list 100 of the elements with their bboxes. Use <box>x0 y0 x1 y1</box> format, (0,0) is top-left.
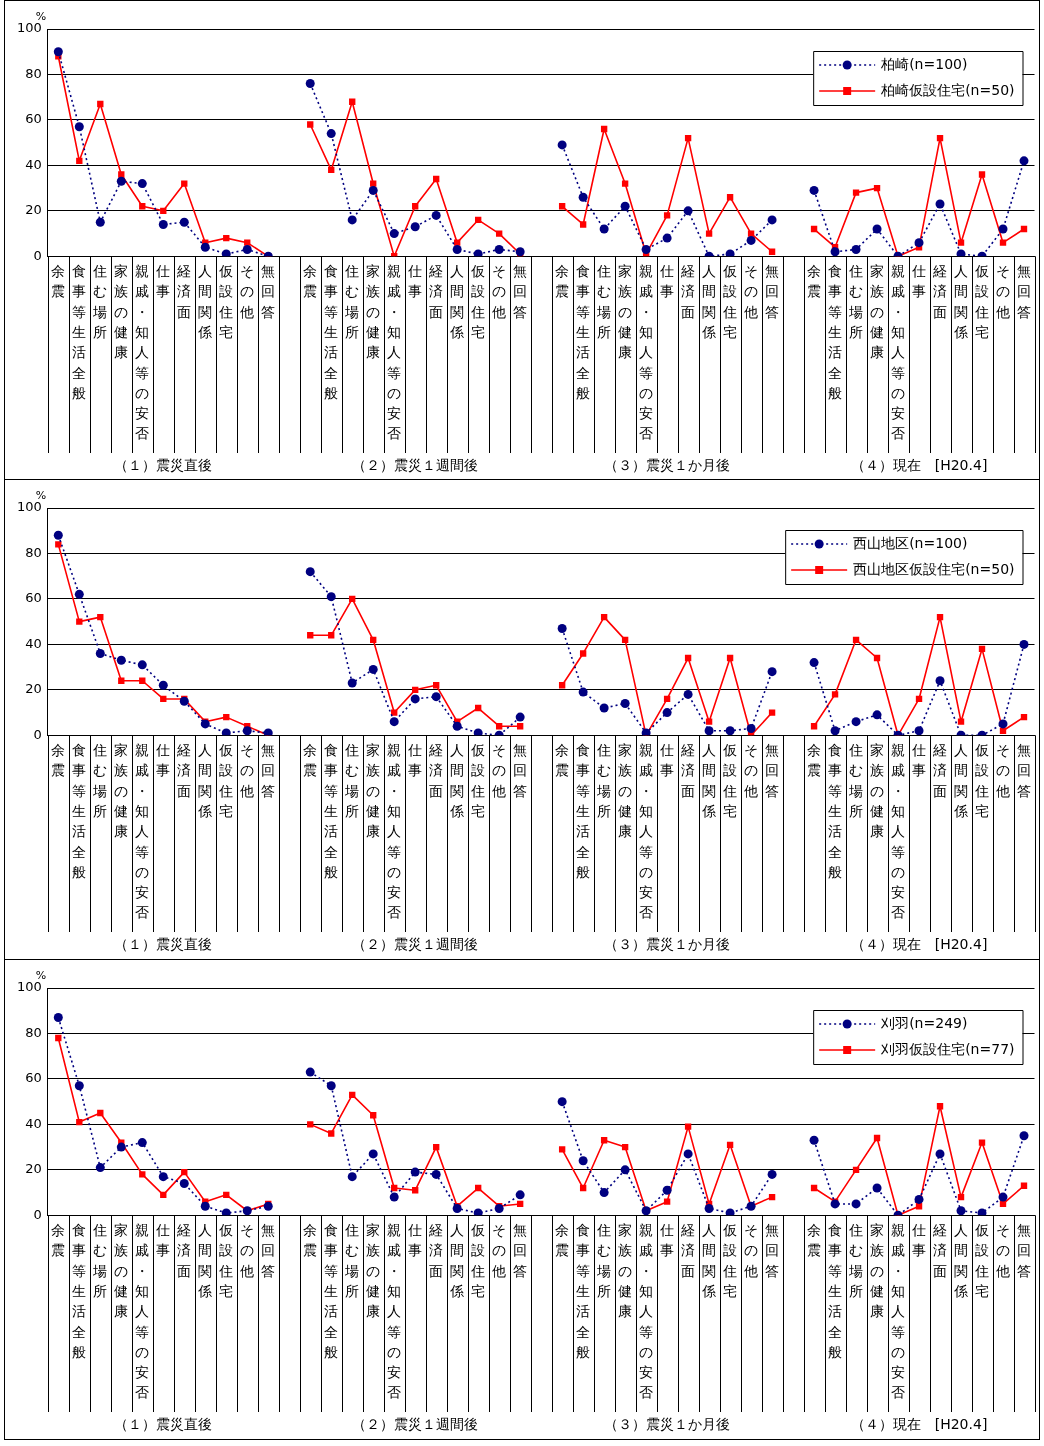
category-label: 親戚・知人等の安否 <box>639 263 654 442</box>
x-tick-label: 無回答 <box>513 742 528 799</box>
x-tick-label: 住む場所 <box>344 1222 360 1299</box>
x-tick-label: 無回答 <box>513 263 528 320</box>
x-tick-label: 人間関係 <box>701 263 717 340</box>
x-tick-label: 食事等生活全般 <box>72 1222 87 1360</box>
x-tick-label: 余震 <box>303 1222 318 1259</box>
category-label: 親戚・知人等の安否 <box>891 263 906 442</box>
x-tick-label: 仮設住宅 <box>218 263 234 340</box>
y-tick-label: 0 <box>33 247 42 263</box>
x-tick-label: 無回答 <box>765 263 780 320</box>
x-tick-label: 仕事 <box>155 742 171 779</box>
y-tick-label: 100 <box>16 20 42 36</box>
x-tick-label: 家族の健康 <box>366 263 381 361</box>
y-tick-label: 60 <box>25 1070 42 1086</box>
text: （１）震災直後 <box>114 935 213 952</box>
category-label: 親戚・知人等の安否 <box>639 1222 654 1401</box>
x-tick-label: 仮設住宅 <box>470 263 486 340</box>
x-tick-label: 余震 <box>555 263 570 300</box>
x-tick-label: 住む場所 <box>848 1222 864 1299</box>
x-tick-label: 無回答 <box>765 742 780 799</box>
x-tick-label: 食事等生活全般 <box>828 1222 843 1360</box>
x-tick-label: 食事等生活全般 <box>324 263 339 401</box>
text: （１）震災直後 <box>114 1415 213 1432</box>
x-tick-label: 経済面 <box>176 263 192 320</box>
x-tick-label: 経済面 <box>932 742 948 799</box>
x-tick-label: 人間関係 <box>197 1222 213 1299</box>
x-tick-label: 食事等生活全般 <box>576 263 591 401</box>
x-tick-label: 食事等生活全般 <box>576 742 591 880</box>
category-label: 親戚・知人等の安否 <box>135 742 150 921</box>
x-tick-label: 人間関係 <box>449 742 465 819</box>
x-tick-label: 食事等生活全般 <box>72 263 87 401</box>
x-tick-label: 仕事 <box>911 263 927 300</box>
text: （４）現在 [H20.4] <box>850 935 988 952</box>
x-tick-label: 家族の健康 <box>870 263 885 361</box>
x-tick-label: その他 <box>240 263 255 320</box>
x-tick-label: 仕事 <box>659 263 675 300</box>
x-tick-label: 住む場所 <box>92 263 108 340</box>
x-tick-label: 住む場所 <box>344 263 360 340</box>
x-tick-label: 家族の健康 <box>366 1222 381 1320</box>
x-tick-label: 経済面 <box>932 263 948 320</box>
y-tick-label: 0 <box>33 1206 42 1222</box>
x-tick-label: 人間関係 <box>197 742 213 819</box>
y-tick-label: 80 <box>25 544 42 560</box>
legend-label: 柏崎仮設住宅(n=50) <box>880 81 1015 98</box>
x-tick-label: 人間関係 <box>953 263 969 340</box>
category-label: 親戚・知人等の安否 <box>387 742 402 921</box>
x-tick-label: 人間関係 <box>449 1222 465 1299</box>
x-tick-label: 食事等生活全般 <box>72 742 87 880</box>
x-tick-label: 家族の健康 <box>366 742 381 840</box>
x-tick-label: 住む場所 <box>848 742 864 819</box>
x-tick-label: 無回答 <box>261 1222 276 1279</box>
x-tick-label: 無回答 <box>1017 263 1031 320</box>
legend-label: 刈羽仮設住宅(n=77) <box>880 1040 1015 1057</box>
x-tick-label: 家族の健康 <box>618 1222 633 1320</box>
x-tick-label: 仕事 <box>659 1222 675 1259</box>
x-tick-label: その他 <box>492 1222 507 1279</box>
y-axis-title: % <box>35 488 47 502</box>
y-tick-label: 40 <box>25 1115 42 1131</box>
x-tick-label: 経済面 <box>176 742 192 799</box>
x-tick-label: 余震 <box>555 1222 570 1259</box>
y-tick-label: 40 <box>25 635 42 651</box>
x-tick-label: 仮設住宅 <box>722 742 738 819</box>
x-tick-label: 住む場所 <box>92 742 108 819</box>
y-axis-title: % <box>35 968 47 982</box>
x-tick-label: 余震 <box>555 742 570 779</box>
x-tick-label: 仕事 <box>407 742 423 779</box>
x-tick-label: 人間関係 <box>953 742 969 819</box>
x-tick-label: 仮設住宅 <box>470 1222 486 1299</box>
text: （２）震災１週間後 <box>352 456 479 473</box>
x-tick-label: 家族の健康 <box>114 263 129 361</box>
x-tick-label: 経済面 <box>176 1222 192 1279</box>
category-label: 親戚・知人等の安否 <box>135 263 150 442</box>
x-tick-label: その他 <box>996 742 1011 799</box>
y-tick-label: 20 <box>25 1161 42 1177</box>
x-tick-label: 家族の健康 <box>618 742 633 840</box>
x-tick-label: その他 <box>240 742 255 799</box>
x-tick-label: 家族の健康 <box>870 742 885 840</box>
legend-label: 刈羽(n=249) <box>880 1014 968 1031</box>
x-tick-label: その他 <box>240 1222 255 1279</box>
x-tick-label: その他 <box>492 742 507 799</box>
y-tick-label: 100 <box>16 979 42 995</box>
x-tick-label: 仕事 <box>659 742 675 779</box>
category-label: 親戚・知人等の安否 <box>891 1222 906 1401</box>
text: （４）現在 [H20.4] <box>850 456 988 473</box>
y-tick-label: 80 <box>25 65 42 81</box>
x-tick-label: 無回答 <box>261 263 276 320</box>
x-tick-label: 経済面 <box>680 263 696 320</box>
x-tick-label: 経済面 <box>680 1222 696 1279</box>
x-tick-label: 仮設住宅 <box>218 1222 234 1299</box>
x-tick-label: 家族の健康 <box>114 742 129 840</box>
y-tick-label: 60 <box>25 111 42 127</box>
x-tick-label: 家族の健康 <box>870 1222 885 1320</box>
x-tick-label: 余震 <box>807 1222 822 1259</box>
x-tick-label: 人間関係 <box>449 263 465 340</box>
x-tick-label: その他 <box>744 263 759 320</box>
x-tick-label: 余震 <box>807 742 822 779</box>
x-tick-label: 仮設住宅 <box>470 742 486 819</box>
x-tick-label: その他 <box>996 1222 1011 1279</box>
text: （３）震災１か月後 <box>604 1415 731 1432</box>
